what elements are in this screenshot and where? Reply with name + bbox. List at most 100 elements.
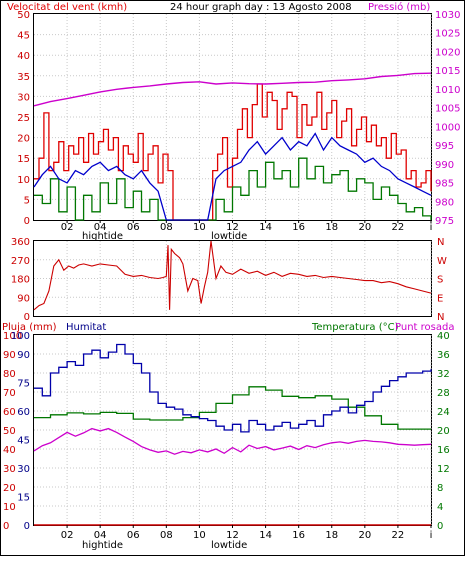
wind-x-tick-label: 10 xyxy=(193,222,206,233)
panel-wind-x-ticks: 02 04 06 08 10 12 14 16 18 20 22 i xyxy=(61,220,433,233)
wind-x-tick-label: 20 xyxy=(358,222,371,233)
wind-tick-label: 15 xyxy=(17,154,30,165)
series-direction xyxy=(33,240,432,311)
pressure-tick-label: 1030 xyxy=(435,10,460,21)
temperature-tick-label: 20 xyxy=(437,426,450,437)
wind-x-tick-label: 12 xyxy=(226,222,239,233)
wind-x-tick-label: 18 xyxy=(325,222,338,233)
compass-label: S xyxy=(437,275,443,286)
pressure-tick-label: 1005 xyxy=(435,104,460,115)
humidity-tick-label: 60 xyxy=(17,407,30,418)
panel-wind-series xyxy=(33,72,432,221)
temperature-tick-label: 12 xyxy=(437,464,450,475)
wind-tick-label: 40 xyxy=(17,51,30,62)
wind-x-tick-label: 08 xyxy=(160,222,173,233)
temperature-tick-label: 28 xyxy=(437,388,450,399)
wind-tick-label: 25 xyxy=(17,113,30,124)
compass-label: E xyxy=(437,293,443,304)
direction-tick-label: 180 xyxy=(11,275,30,286)
temperature-tick-label: 36 xyxy=(437,350,450,361)
direction-tick-label: 360 xyxy=(11,237,30,248)
series-min xyxy=(34,157,432,221)
panel-direction-grid xyxy=(34,241,432,316)
temperature-title: Temperatura (°C) xyxy=(311,322,399,333)
wind-tick-label: 10 xyxy=(17,175,30,186)
panel-humidity-x-ticks: 02 04 06 08 10 12 14 16 18 20 22 i xyxy=(61,525,433,541)
rain-tick-label: 20 xyxy=(3,483,16,494)
rain-tick-label: 80 xyxy=(3,369,16,380)
wind-tick-label: 20 xyxy=(17,134,30,145)
wind-x-tick-label: 02 xyxy=(61,222,74,233)
humidity-x-tick-label: 06 xyxy=(127,530,140,541)
hightide-label-bottom: hightide xyxy=(82,540,123,551)
humidity-tick-label: 100 xyxy=(11,331,30,342)
humidity-x-tick-label: 04 xyxy=(94,530,107,541)
wind-x-tick-label: i xyxy=(430,222,433,233)
direction-tick-label: 270 xyxy=(11,256,30,267)
rain-tick-label: 0 xyxy=(3,521,9,532)
pressure-axis-ticks: 975 980 985 990 995 1000 1005 1010 1015 1020 1025 1… xyxy=(435,10,460,227)
series-avg xyxy=(33,132,432,221)
wind-x-tick-label: 22 xyxy=(392,222,405,233)
compass-label: N xyxy=(437,237,444,248)
wind-x-tick-label: 16 xyxy=(292,222,305,233)
humidity-tick-label: 75 xyxy=(17,379,30,390)
rain-tick-label: 100 xyxy=(3,331,22,342)
wind-tick-label: 5 xyxy=(24,195,30,206)
humidity-tick-label: 45 xyxy=(17,436,30,447)
rain-tick-label: 30 xyxy=(3,464,16,475)
panel-direction-series xyxy=(33,240,432,311)
rain-tick-label: 40 xyxy=(3,445,16,456)
rain-tick-label: 90 xyxy=(3,350,16,361)
wind-title: Velocitat del vent (kmh) xyxy=(7,2,127,13)
temperature-tick-label: 32 xyxy=(437,369,450,380)
humidity-x-tick-label: 10 xyxy=(193,530,206,541)
pressure-tick-label: 1010 xyxy=(435,85,460,96)
wind-x-tick-label: 06 xyxy=(127,222,140,233)
humidity-tick-label: 90 xyxy=(17,350,30,361)
dewpoint-title: Punt rosada xyxy=(395,322,454,333)
pressure-tick-label: 1020 xyxy=(435,47,460,58)
humidity-x-tick-label: 14 xyxy=(259,530,272,541)
lowtide-label-top: lowtide xyxy=(211,231,247,242)
wind-x-tick-label: 04 xyxy=(94,222,107,233)
pressure-tick-label: 995 xyxy=(435,141,454,152)
rain-tick-label: 60 xyxy=(3,407,16,418)
wind-axis-ticks: 0 5 10 15 20 25 30 35 40 45 50 xyxy=(17,10,30,227)
series-humidity xyxy=(34,343,432,433)
direction-axis-ticks: 0 90 180 270 360 xyxy=(11,237,30,323)
humidity-tick-label: 30 xyxy=(17,464,30,475)
direction-tick-label: 90 xyxy=(17,293,30,304)
humidity-title: Humitat xyxy=(66,322,106,333)
humidity-x-tick-label: 18 xyxy=(325,530,338,541)
rain-tick-label: 50 xyxy=(3,426,16,437)
humidity-x-tick-label: 02 xyxy=(61,530,74,541)
temperature-tick-label: 0 xyxy=(437,521,443,532)
series-pressure xyxy=(33,72,432,107)
humidity-x-tick-label: 12 xyxy=(226,530,239,541)
rain-tick-label: 10 xyxy=(3,502,16,513)
humidity-x-tick-label: 20 xyxy=(358,530,371,541)
wind-tick-label: 30 xyxy=(17,92,30,103)
wind-x-tick-label: 14 xyxy=(259,222,272,233)
humidity-x-tick-label: 16 xyxy=(292,530,305,541)
humidity-x-tick-label: i xyxy=(430,530,433,541)
wind-tick-label: 45 xyxy=(17,31,30,42)
humidity-tick-label: 15 xyxy=(17,493,30,504)
temperature-tick-label: 8 xyxy=(437,483,443,494)
wind-tick-label: 0 xyxy=(24,216,30,227)
wind-tick-label: 50 xyxy=(17,10,30,21)
lowtide-label-bottom: lowtide xyxy=(211,540,247,551)
direction-tick-label: 0 xyxy=(24,312,30,323)
pressure-tick-label: 1015 xyxy=(435,66,460,77)
temperature-tick-label: 4 xyxy=(437,502,443,513)
series-dewpoint xyxy=(33,427,432,455)
rain-title: Pluja (mm) xyxy=(2,322,57,333)
temperature-tick-label: 16 xyxy=(437,445,450,456)
hightide-label-top: hightide xyxy=(82,231,123,242)
compass-label: N xyxy=(437,312,444,323)
